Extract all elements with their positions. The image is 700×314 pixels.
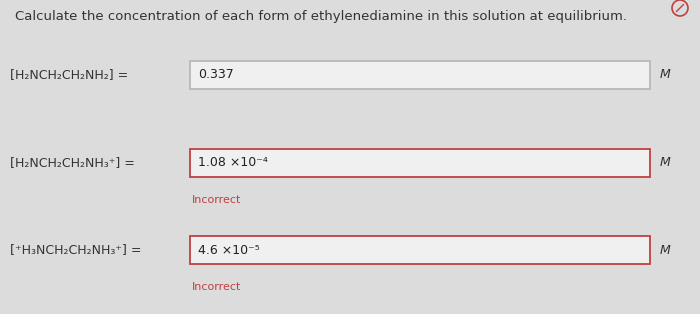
- FancyBboxPatch shape: [190, 236, 650, 264]
- Text: Calculate the concentration of each form of ethylenediamine in this solution at : Calculate the concentration of each form…: [15, 10, 627, 23]
- Text: Incorrect: Incorrect: [192, 195, 241, 205]
- Text: [H₂NCH₂CH₂NH₂] =: [H₂NCH₂CH₂NH₂] =: [10, 68, 128, 82]
- Text: M: M: [660, 68, 671, 82]
- Text: 4.6 ×10⁻⁵: 4.6 ×10⁻⁵: [198, 243, 260, 257]
- Text: [⁺H₃NCH₂CH₂NH₃⁺] =: [⁺H₃NCH₂CH₂NH₃⁺] =: [10, 243, 141, 257]
- Text: M: M: [660, 156, 671, 170]
- Text: M: M: [660, 243, 671, 257]
- Text: Incorrect: Incorrect: [192, 282, 241, 292]
- FancyBboxPatch shape: [190, 149, 650, 177]
- Text: [H₂NCH₂CH₂NH₃⁺] =: [H₂NCH₂CH₂NH₃⁺] =: [10, 156, 135, 170]
- Text: 1.08 ×10⁻⁴: 1.08 ×10⁻⁴: [198, 156, 268, 170]
- FancyBboxPatch shape: [190, 61, 650, 89]
- Text: 0.337: 0.337: [198, 68, 234, 82]
